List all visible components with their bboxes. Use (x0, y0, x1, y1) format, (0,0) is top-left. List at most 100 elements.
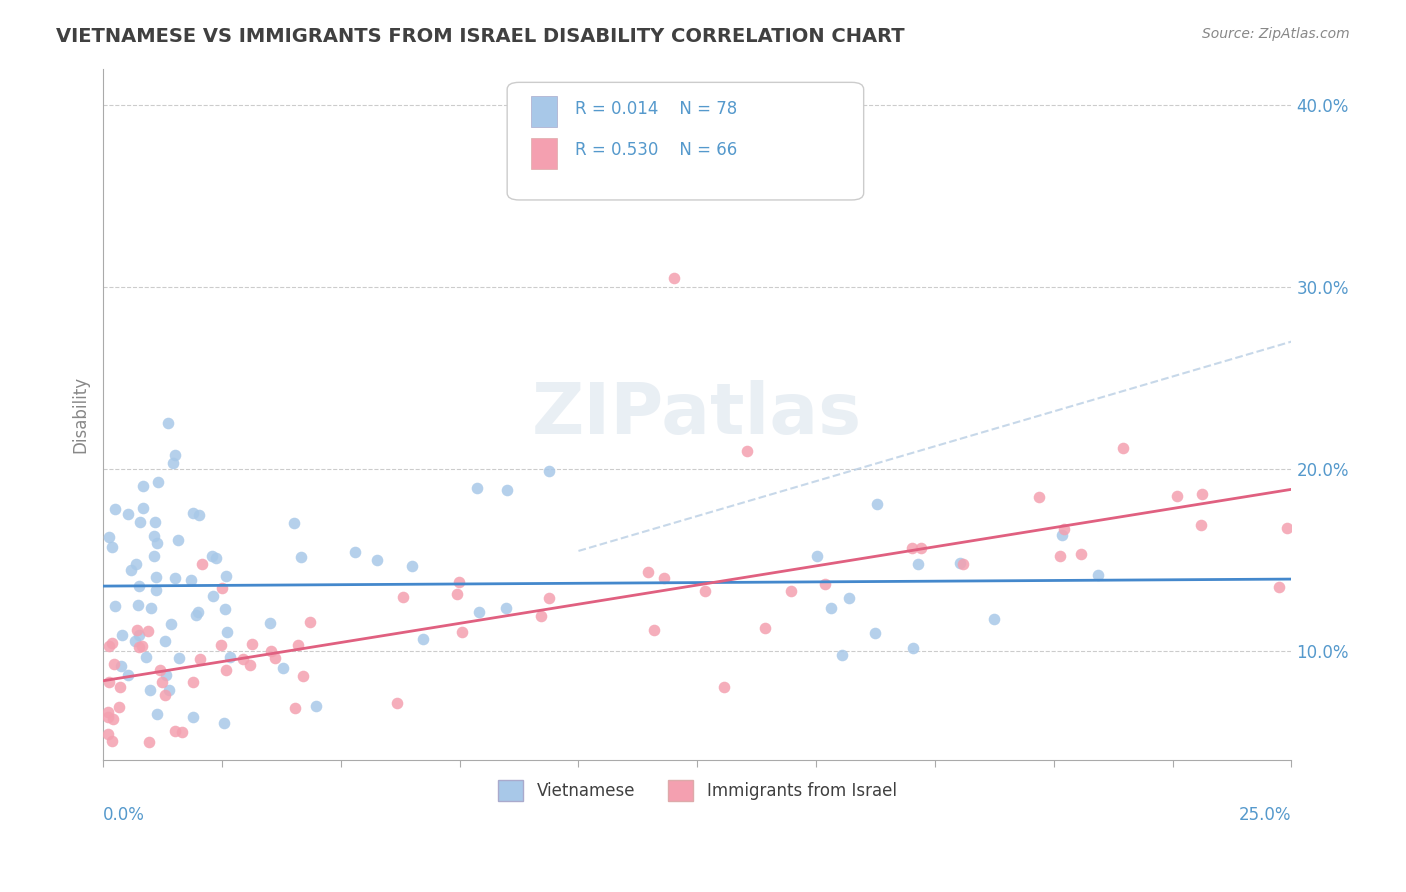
Point (209, 638, 232, 652)
Point (169, 651, 191, 665)
Point (187, 605, 209, 619)
Point (1275, 521, 1298, 535)
Point (138, 735, 160, 749)
Point (865, 626, 887, 640)
Text: Source: ZipAtlas.com: Source: ZipAtlas.com (1202, 27, 1350, 41)
Point (128, 628, 150, 642)
Text: 25.0%: 25.0% (1239, 805, 1292, 824)
Point (240, 637, 263, 651)
Point (343, 545, 366, 559)
Point (155, 668, 177, 682)
Point (907, 557, 929, 571)
Point (806, 549, 828, 563)
Point (170, 724, 193, 739)
FancyBboxPatch shape (531, 96, 557, 128)
Point (101, 636, 124, 650)
Point (637, 565, 659, 579)
Point (145, 582, 167, 597)
Point (1268, 580, 1291, 594)
Point (1166, 489, 1188, 503)
Point (1189, 517, 1212, 532)
Point (157, 683, 180, 698)
Point (103, 657, 125, 672)
Point (643, 624, 665, 638)
Text: 0.0%: 0.0% (103, 805, 145, 824)
Point (366, 553, 388, 567)
Point (652, 571, 675, 585)
Point (467, 605, 489, 619)
Point (299, 615, 322, 629)
Point (143, 549, 166, 564)
Point (141, 601, 163, 615)
Point (263, 650, 285, 665)
Point (155, 688, 177, 702)
Point (184, 608, 207, 623)
Point (287, 638, 309, 652)
Point (136, 624, 159, 639)
Point (98, 530, 121, 544)
Point (903, 641, 925, 656)
Point (101, 712, 124, 726)
Point (831, 648, 853, 662)
Point (156, 416, 179, 430)
Point (129, 516, 152, 530)
Point (162, 456, 184, 470)
Point (128, 579, 150, 593)
Point (101, 734, 124, 748)
Point (290, 550, 312, 565)
FancyBboxPatch shape (531, 137, 557, 169)
Point (1028, 490, 1050, 504)
Point (866, 497, 889, 511)
Point (754, 621, 776, 635)
Point (447, 575, 470, 590)
Point (167, 533, 190, 548)
Text: ZIPatlas: ZIPatlas (533, 380, 862, 449)
Point (128, 640, 150, 654)
Point (211, 581, 233, 595)
Point (165, 570, 187, 584)
Point (496, 483, 519, 497)
Point (165, 723, 187, 738)
Point (127, 623, 149, 637)
Point (530, 608, 553, 623)
Point (538, 464, 561, 478)
Point (160, 617, 183, 632)
Point (214, 602, 236, 616)
Point (104, 502, 127, 516)
Point (146, 475, 169, 490)
Point (283, 516, 305, 530)
Point (124, 634, 146, 648)
Point (215, 569, 238, 583)
Point (949, 556, 972, 570)
Point (538, 591, 561, 605)
Point (98, 639, 121, 653)
Point (127, 599, 149, 613)
Point (97, 710, 120, 724)
Point (1111, 441, 1133, 455)
Point (820, 600, 842, 615)
Point (271, 661, 294, 675)
Point (143, 529, 166, 543)
Point (780, 584, 803, 599)
Point (101, 541, 124, 555)
Point (219, 650, 242, 665)
Point (104, 599, 127, 613)
Point (910, 541, 932, 555)
Point (838, 591, 860, 606)
Point (1070, 547, 1092, 561)
Point (1053, 522, 1076, 536)
Text: R = 0.014    N = 78: R = 0.014 N = 78 (575, 100, 737, 118)
Point (401, 559, 423, 574)
Point (145, 535, 167, 549)
Point (735, 444, 758, 458)
Point (108, 680, 131, 694)
Point (97, 706, 120, 720)
Point (145, 570, 167, 584)
Point (108, 699, 131, 714)
Point (187, 508, 209, 522)
Y-axis label: Disability: Disability (72, 376, 89, 453)
Point (662, 271, 685, 285)
Point (1049, 549, 1071, 563)
Point (212, 716, 235, 731)
Point (120, 564, 142, 578)
